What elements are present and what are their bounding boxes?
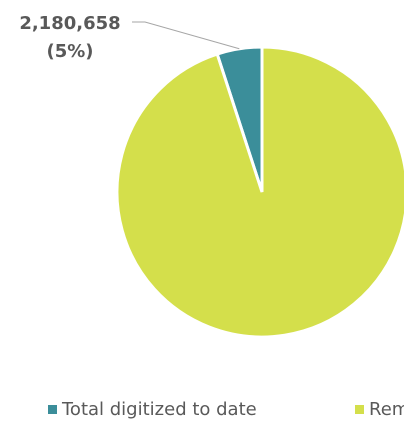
leader-line — [132, 21, 240, 50]
pie-slice — [115, 45, 404, 339]
legend-label: Total digitized to date — [61, 399, 257, 420]
data-label: 2,180,658 (5%) — [19, 13, 120, 62]
legend-label: Remaining — [369, 399, 404, 420]
legend-swatch — [355, 405, 364, 414]
legend-swatch — [48, 405, 57, 414]
